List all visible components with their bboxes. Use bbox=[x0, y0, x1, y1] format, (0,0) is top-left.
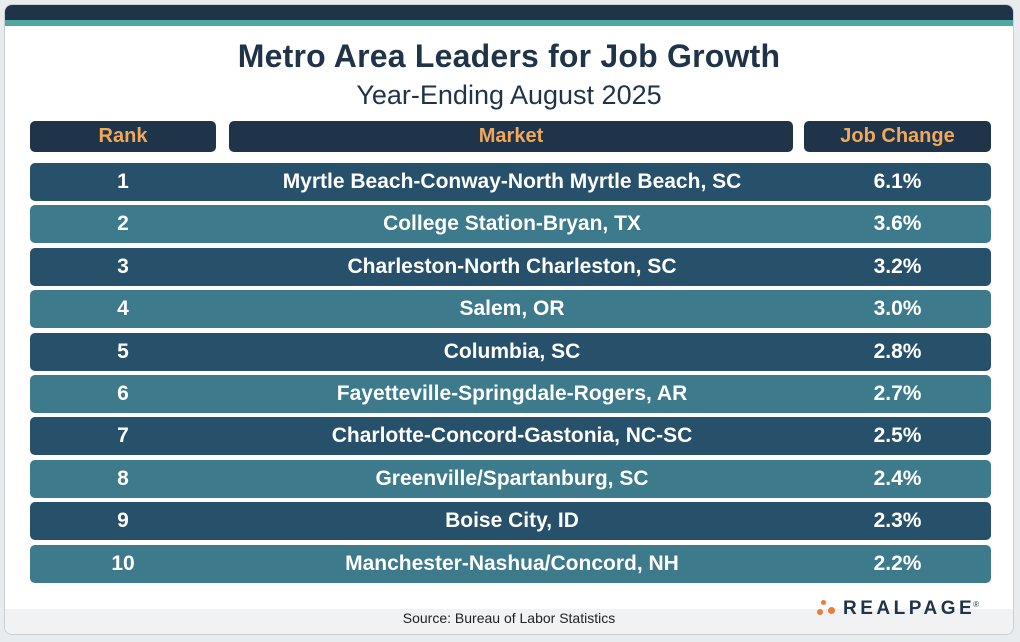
rank-cell: 6 bbox=[117, 382, 129, 405]
market-cell: Salem, OR bbox=[459, 297, 565, 321]
table-row: 2 College Station-Bryan, TX 3.6% bbox=[30, 205, 991, 244]
column-header-job-change: Job Change bbox=[804, 121, 991, 152]
rank-cell: 5 bbox=[117, 339, 129, 363]
rank-cell: 4 bbox=[117, 297, 129, 321]
table-row: 10 Manchester-Nashua/Concord, NH 2.2% bbox=[30, 544, 991, 583]
job-change-cell: 2.7% bbox=[873, 382, 922, 405]
chart-title: Metro Area Leaders for Job Growth bbox=[237, 38, 781, 74]
table-row: 1 Myrtle Beach-Conway-North Myrtle Beach,… bbox=[30, 163, 991, 201]
job-change-cell: 2.8% bbox=[873, 339, 922, 363]
rank-cell: 2 bbox=[117, 212, 129, 236]
job-change-cell: 3.2% bbox=[873, 254, 922, 278]
footer-bar bbox=[5, 609, 1013, 634]
job-change-cell: 3.0% bbox=[873, 297, 922, 321]
chart-subtitle: Year-Ending August 2025 bbox=[356, 80, 662, 110]
table-row: 4 Salem, OR 3.0% bbox=[30, 290, 991, 329]
market-cell: Manchester-Nashua/Concord, NH bbox=[345, 551, 679, 575]
market-cell: Greenville/Spartanburg, SC bbox=[375, 466, 649, 490]
market-cell: College Station-Bryan, TX bbox=[383, 212, 641, 236]
table-row: 6 Fayetteville-Springdale-Rogers, AR 2.7% bbox=[30, 375, 991, 413]
job-change-cell: 2.5% bbox=[873, 424, 922, 448]
top-bar bbox=[5, 5, 1013, 20]
job-change-cell: 6.1% bbox=[873, 170, 922, 193]
column-header-market: Market bbox=[229, 121, 793, 152]
market-cell: Charleston-North Charleston, SC bbox=[347, 254, 677, 278]
source-note: Source: Bureau of Labor Statistics bbox=[402, 610, 616, 626]
market-cell: Columbia, SC bbox=[443, 339, 581, 363]
rank-cell: 10 bbox=[111, 551, 135, 575]
rank-cell: 7 bbox=[117, 424, 129, 448]
market-cell: Charlotte-Concord-Gastonia, NC-SC bbox=[331, 424, 693, 448]
logo-dots-icon bbox=[817, 599, 843, 619]
rank-cell: 8 bbox=[117, 466, 129, 490]
rank-cell: 1 bbox=[117, 170, 129, 193]
logo-trademark: ® bbox=[973, 599, 980, 609]
job-change-cell: 2.2% bbox=[873, 551, 922, 575]
market-cell: Myrtle Beach-Conway-North Myrtle Beach, … bbox=[282, 170, 742, 193]
realpage-logo: REALPAGE ® bbox=[817, 597, 979, 621]
table-row: 7 Charlotte-Concord-Gastonia, NC-SC 2.5% bbox=[30, 417, 991, 456]
chart-card: Metro Area Leaders for Job Growth Year-E… bbox=[4, 4, 1014, 635]
market-cell: Boise City, ID bbox=[445, 509, 579, 533]
column-header-rank: Rank bbox=[30, 121, 216, 152]
market-cell: Fayetteville-Springdale-Rogers, AR bbox=[336, 382, 688, 405]
rank-cell: 3 bbox=[117, 254, 129, 278]
job-change-cell: 2.3% bbox=[873, 509, 922, 533]
job-change-cell: 3.6% bbox=[873, 212, 922, 236]
table-row: 9 Boise City, ID 2.3% bbox=[30, 502, 991, 541]
top-accent-stripe bbox=[5, 20, 1013, 26]
table-row: 5 Columbia, SC 2.8% bbox=[30, 332, 991, 371]
rank-cell: 9 bbox=[117, 509, 129, 533]
job-change-cell: 2.4% bbox=[873, 466, 922, 490]
table-row: 3 Charleston-North Charleston, SC 3.2% bbox=[30, 247, 991, 286]
table-row: 8 Greenville/Spartanburg, SC 2.4% bbox=[30, 459, 991, 498]
logo-wordmark: REALPAGE bbox=[843, 598, 976, 619]
